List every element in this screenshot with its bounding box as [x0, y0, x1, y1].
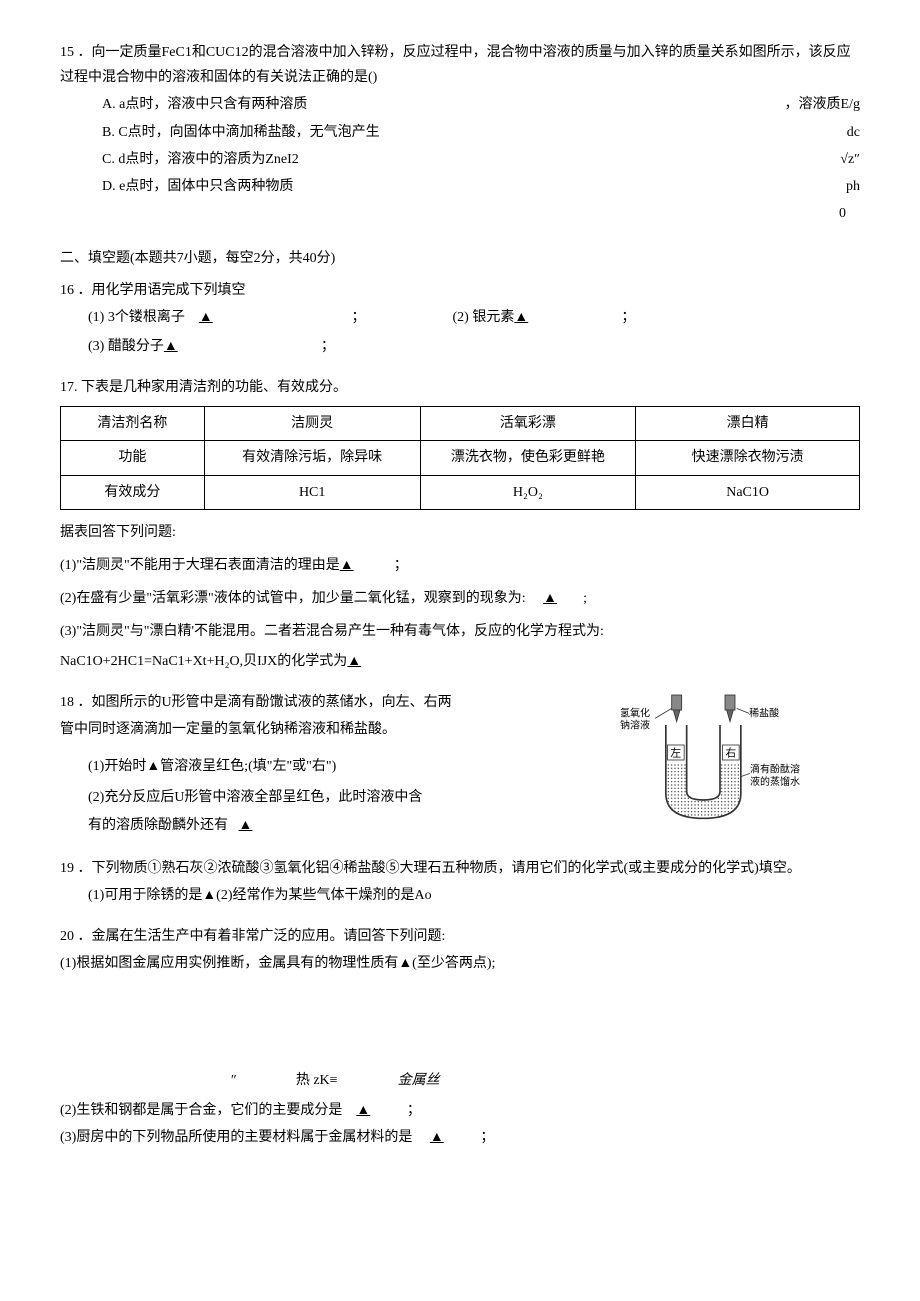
q15-opt-c: d点时，溶液中的溶质为ZneI2 [118, 152, 298, 167]
q17-blank-1: ▲ [340, 553, 380, 578]
q16-row1: (1) 3个镂根离子 ▲ ； (2) 银元素▲ ； [60, 305, 860, 330]
q19-stem: ．下列物质①熟石灰②浓硫酸③氢氧化铝④稀盐酸⑤大理石五种物质，请用它们的化学式(… [78, 861, 801, 876]
q17-th-3: 漂白精 [636, 407, 860, 441]
q19-number: 19 [60, 861, 74, 876]
q18-blank: ▲ [239, 813, 279, 838]
q17-r2-2: H₂O₂ [420, 475, 636, 509]
q17-r1-1: 有效清除污垢，除异味 [204, 441, 420, 475]
q15-opt-d-label: D. [102, 179, 116, 194]
q16-i2: 银元素 [472, 310, 514, 325]
q16-i3-label: (3) [88, 339, 104, 354]
q16-blank-1: ▲ [199, 305, 239, 330]
tube-left-label: 左 [670, 746, 681, 759]
q17-table: 清洁剂名称 洁厕灵 活氧彩漂 漂白精 功能 有效清除污垢，除异味 漂洗衣物，使色… [60, 406, 860, 510]
fig-left-1: 氢氧化 [620, 706, 650, 719]
q20-blank-2: ▲ [356, 1098, 396, 1123]
section2-header: 二、填空题(本题共7小题，每空2分，共40分) [60, 246, 860, 271]
q15-opt-b-label: B. [102, 125, 115, 140]
q20-p1: (1)根据如图金属应用实例推断，金属具有的物理性质有▲(至少答两点); [60, 951, 860, 976]
q16-i2-label: (2) [453, 310, 469, 325]
q16-i1-label: (1) [88, 310, 104, 325]
q18-figure: 左 右 氢氧化 钠溶液 稀盐酸 滴有酚酞溶 液的蒸馏水 [620, 690, 860, 839]
q20-img-b: 热 zK≡ [296, 1068, 338, 1093]
q16-blank-3: ▲ [164, 334, 204, 359]
q19-p1: (1)可用于除锈的是▲(2)经常作为某些气体干燥剂的是Ao [60, 883, 860, 908]
q15-note-2: dc [847, 120, 860, 145]
q16-i3: 醋酸分子 [108, 339, 164, 354]
q17-blank-3: ▲ [347, 649, 387, 674]
q15-opt-d: e点时，固体中只含两种物质 [119, 179, 293, 194]
q17-blank-2: ▲ [543, 586, 583, 611]
q20-p2: (2)生铁和钢都是属于合金，它们的主要成分是 [60, 1103, 342, 1118]
q17-r2-1: HC1 [204, 475, 420, 509]
question-19: 19 ．下列物质①熟石灰②浓硫酸③氢氧化铝④稀盐酸⑤大理石五种物质，请用它们的化… [60, 856, 860, 908]
q15-number: 15 [60, 45, 74, 60]
q16-semi1: ； [352, 310, 366, 325]
q17-p2-end: ; [583, 591, 587, 606]
q17-th-2: 活氧彩漂 [420, 407, 636, 441]
q17-p3b: NaC1O+2HC1=NaC1+Xt+H₂O,贝IJX的化学式为 [60, 654, 347, 669]
q15-note-3: √z″ [840, 147, 860, 172]
q17-r1-0: 功能 [61, 441, 205, 475]
q17-p3: (3)"洁厕灵"与"漂白精'不能混用。二者若混合易产生一种有毒气体，反应的化学方… [60, 619, 860, 644]
q20-img-labels: ″ 热 zK≡ 金属丝 [60, 1068, 860, 1093]
q17-p1-semi: ； [394, 558, 408, 573]
q17-stem: 下表是几种家用清洁剂的功能、有效成分。 [81, 380, 347, 395]
q18-p3: 有的溶质除酚麟外还有 [88, 818, 228, 833]
q16-row2: (3) 醋酸分子▲ ； [60, 334, 860, 359]
q15-opt-a-label: A. [102, 97, 116, 112]
fig-right-1: 稀盐酸 [749, 706, 779, 719]
q17-th-0: 清洁剂名称 [61, 407, 205, 441]
q15-note-1: ，溶液质E/g [785, 92, 860, 117]
q15-opt-a: a点时，溶液中只含有两种溶质 [119, 97, 307, 112]
q20-p3: (3)厨房中的下列物品所使用的主要材料属于金属材料的是 [60, 1130, 412, 1145]
q17-r2-0: 有效成分 [61, 475, 205, 509]
q17-after: 据表回答下列问题: [60, 520, 860, 545]
question-17: 17. 下表是几种家用清洁剂的功能、有效成分。 清洁剂名称 洁厕灵 活氧彩漂 漂… [60, 375, 860, 674]
q20-stem: ．金属在生活生产中有着非常广泛的应用。请回答下列问题: [78, 929, 446, 944]
q17-r2-3: NaC1O [636, 475, 860, 509]
q20-img-a: ″ [230, 1068, 236, 1093]
q15-opt-b: C点时，向固体中滴加稀盐酸，无气泡产生 [118, 125, 379, 140]
q18-number: 18 [60, 695, 74, 710]
q20-img-c: 金属丝 [398, 1068, 440, 1093]
question-16: 16 ．用化学用语完成下列填空 (1) 3个镂根离子 ▲ ； (2) 银元素▲ … [60, 278, 860, 360]
q15-stem: 15 ．向一定质量FeC1和CUC12的混合溶液中加入锌粉，反应过程中，混合物中… [60, 40, 860, 90]
q17-p2: (2)在盛有少量"活氧彩漂"液体的试管中，加少量二氧化锰，观察到的现象为: [60, 591, 526, 606]
q20-number: 20 [60, 929, 74, 944]
q16-number: 16 [60, 283, 74, 298]
question-18: 左 右 氢氧化 钠溶液 稀盐酸 滴有酚酞溶 液的蒸馏水 18 ．如图所示的U形管… [60, 690, 860, 840]
q17-number: 17. [60, 380, 78, 395]
q15-options: A. a点时，溶液中只含有两种溶质 ，溶液质E/g B. C点时，向固体中滴加稀… [60, 92, 860, 226]
q16-semi2: ； [621, 310, 635, 325]
u-tube-icon: 左 右 氢氧化 钠溶液 稀盐酸 滴有酚酞溶 液的蒸馏水 [620, 690, 820, 830]
tube-right-label: 右 [725, 745, 736, 759]
q18-stem1: ．如图所示的U形管中是滴有酚馓试液的蒸储水，向左、右两 [78, 695, 452, 710]
q17-r1-2: 漂洗衣物，使色彩更鲜艳 [420, 441, 636, 475]
q20-blank-3: ▲ [430, 1125, 470, 1150]
question-20: 20 ．金属在生活生产中有着非常广泛的应用。请回答下列问题: (1)根据如图金属… [60, 924, 860, 1150]
q20-semi3: ； [480, 1130, 494, 1145]
q15-stem-text: ．向一定质量FeC1和CUC12的混合溶液中加入锌粉，反应过程中，混合物中溶液的… [60, 45, 851, 85]
q20-semi2: ； [407, 1103, 421, 1118]
q16-semi3: ； [321, 339, 335, 354]
q15-opt-c-label: C. [102, 152, 115, 167]
fig-left-2: 钠溶液 [620, 718, 650, 731]
q15-note-4: ph [846, 174, 860, 199]
q16-i1: 3个镂根离子 [108, 310, 185, 325]
q17-r1-3: 快速漂除衣物污渍 [636, 441, 860, 475]
q17-th-1: 洁厕灵 [204, 407, 420, 441]
q16-blank-2: ▲ [514, 305, 554, 330]
q16-stem: ．用化学用语完成下列填空 [78, 283, 246, 298]
question-15: 15 ．向一定质量FeC1和CUC12的混合溶液中加入锌粉，反应过程中，混合物中… [60, 40, 860, 226]
fig-note-1: 滴有酚酞溶 [750, 762, 800, 775]
fig-note-2: 液的蒸馏水 [750, 775, 800, 788]
q15-note-5: 0 [839, 201, 860, 226]
q17-p1: (1)"洁厕灵"不能用于大理石表面清洁的理由是 [60, 558, 340, 573]
